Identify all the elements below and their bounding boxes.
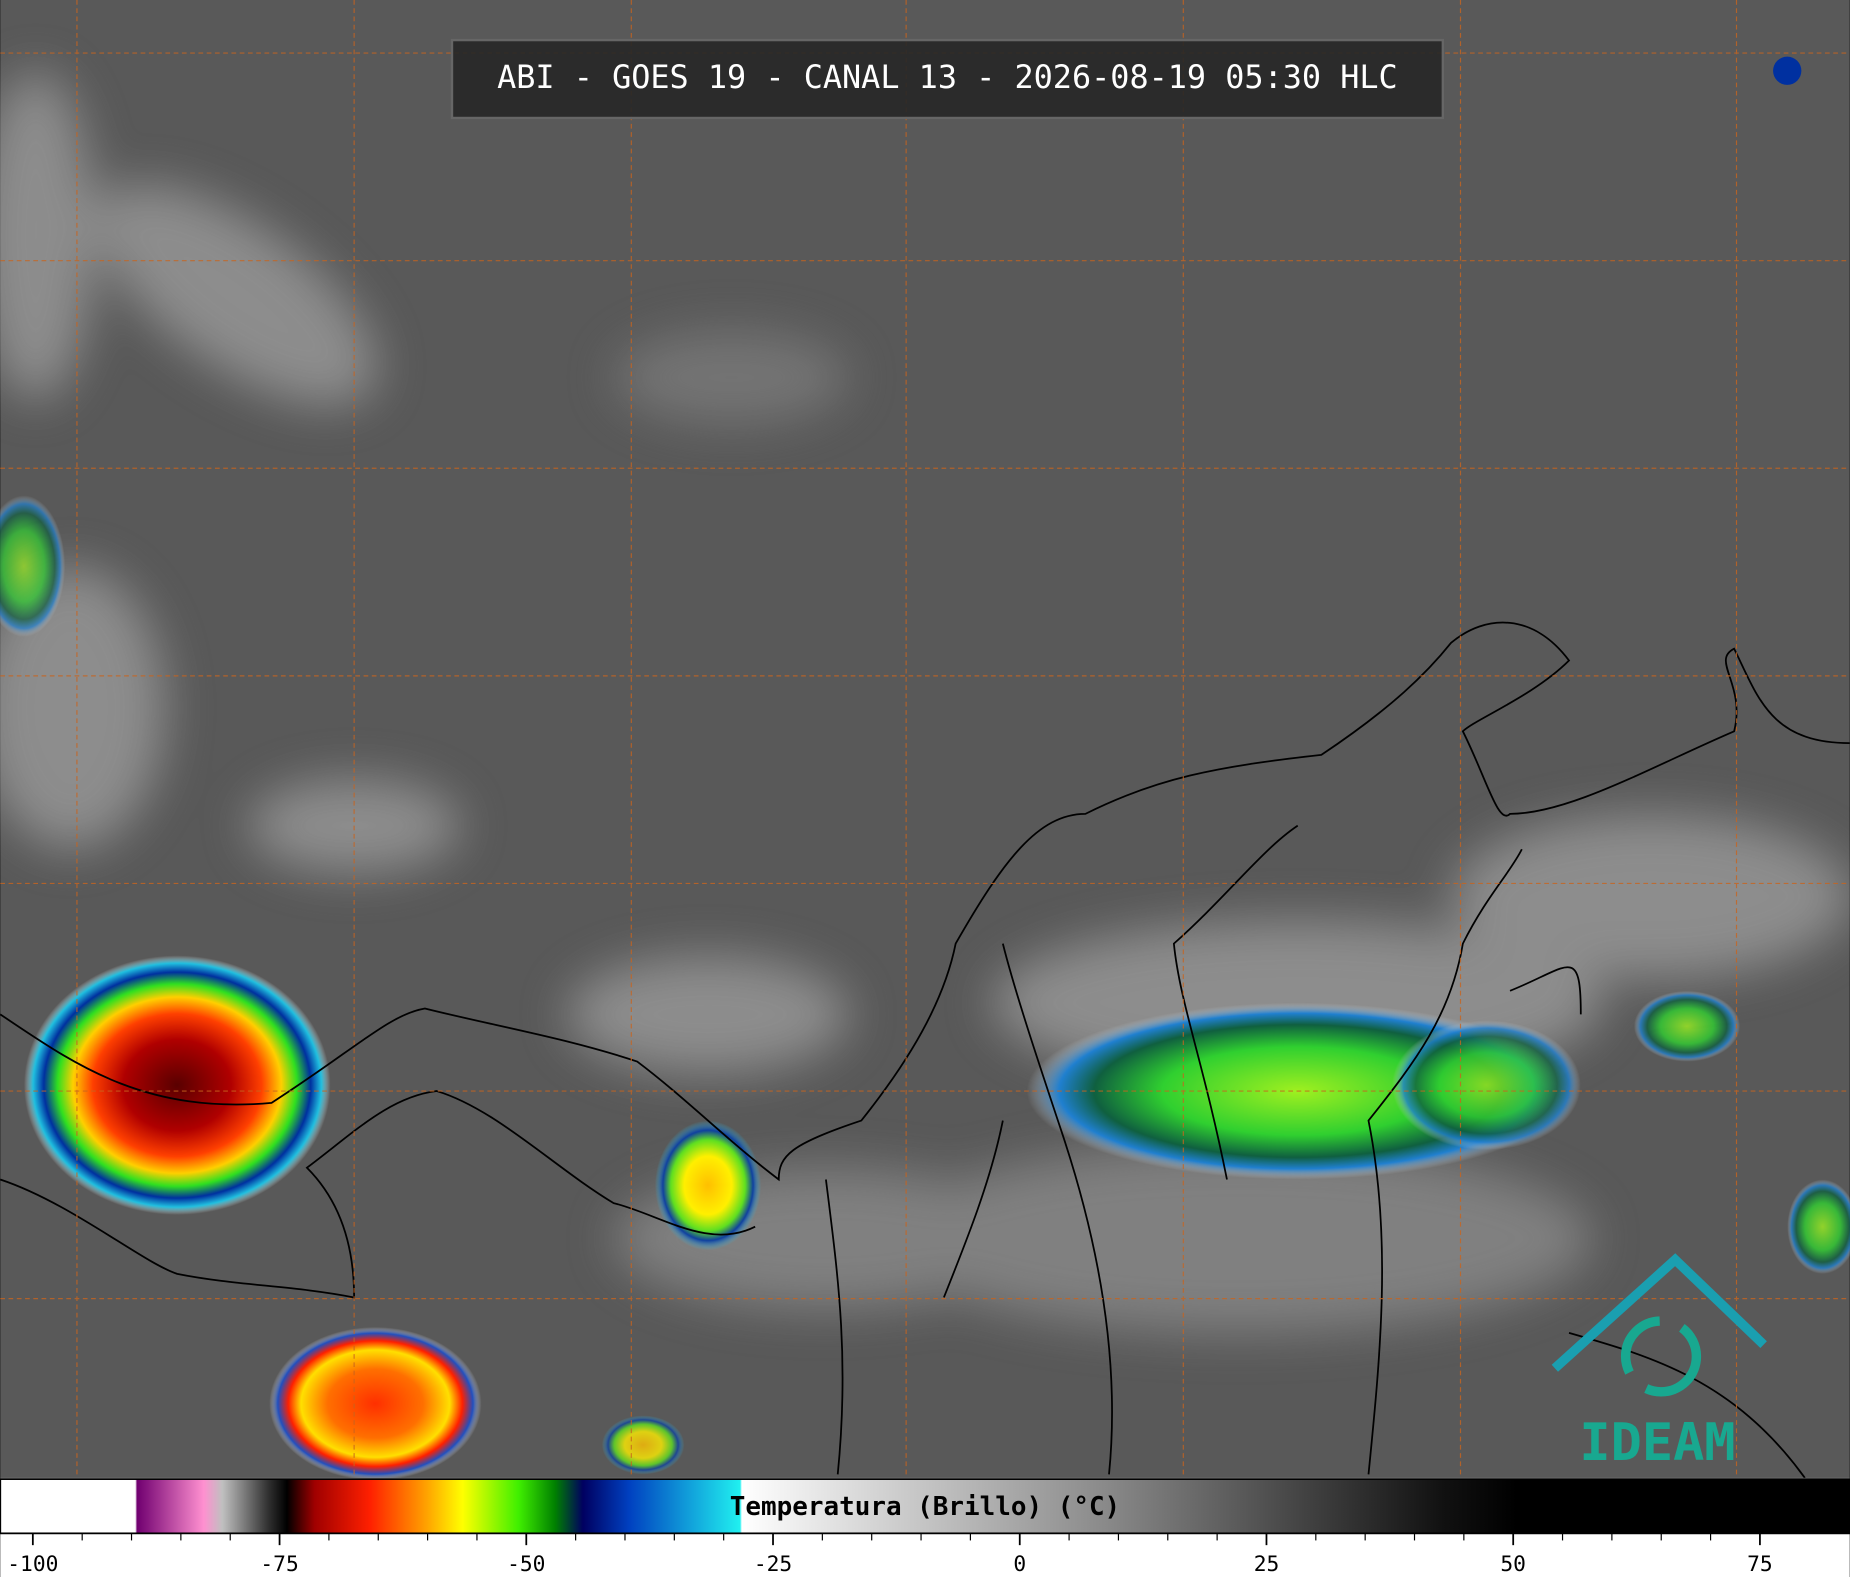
tick-label: -100 (7, 1552, 58, 1577)
coastlines (0, 621, 1850, 1479)
colorbar (0, 1478, 1850, 1535)
title-box (450, 38, 1444, 120)
logo-text: IDEAM (1579, 1413, 1735, 1473)
tick-label: 75 (1747, 1552, 1773, 1577)
logo: IDEAM (1551, 1253, 1767, 1473)
tick-label: 25 (1254, 1552, 1280, 1577)
tick-label: 50 (1500, 1552, 1526, 1577)
graticule (0, 0, 1850, 1478)
tick-label: -75 (260, 1552, 298, 1577)
tick-label: -25 (754, 1552, 792, 1577)
colorbar-ticks: -100 -75 -50 -25 0 25 50 75 (7, 1533, 1773, 1577)
tick-label: -50 (507, 1552, 545, 1577)
colorbar-label: Temperatura (Brillo) (°C) (730, 1492, 1120, 1522)
title: ABI - GOES 19 - CANAL 13 - 2026-08-19 05… (497, 58, 1398, 96)
tick-label: 0 (1013, 1552, 1026, 1577)
